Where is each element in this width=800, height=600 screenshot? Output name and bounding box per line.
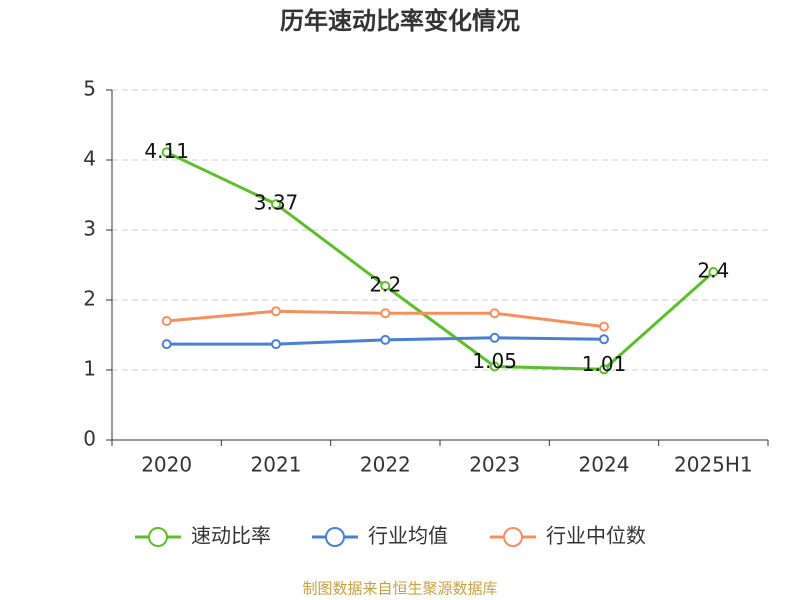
x-tick-label: 2024 bbox=[579, 453, 630, 477]
data-point bbox=[599, 321, 609, 332]
chart-title: 历年速动比率变化情况 bbox=[280, 7, 520, 35]
legend-label: 速动比率 bbox=[191, 524, 271, 548]
x-tick-label: 2021 bbox=[251, 453, 302, 477]
x-tick-label: 2023 bbox=[469, 453, 520, 477]
data-point bbox=[380, 334, 391, 345]
y-tick-label: 1 bbox=[83, 357, 96, 381]
data-label: 2.2 bbox=[369, 273, 401, 297]
y-tick-label: 5 bbox=[83, 77, 96, 101]
data-point bbox=[599, 364, 609, 375]
data-label: 1.05 bbox=[472, 349, 517, 373]
data-point bbox=[161, 339, 172, 350]
data-point bbox=[380, 281, 391, 291]
data-label: 4.11 bbox=[144, 139, 189, 163]
legend-marker bbox=[325, 527, 345, 547]
legend-label: 行业中位数 bbox=[546, 524, 646, 548]
data-point bbox=[489, 361, 500, 372]
x-tick-label: 2020 bbox=[141, 453, 192, 477]
data-point bbox=[380, 308, 391, 319]
data-label: 1.01 bbox=[582, 352, 627, 376]
data-point bbox=[489, 332, 500, 343]
data-point bbox=[271, 339, 281, 350]
y-tick-label: 2 bbox=[83, 287, 96, 311]
y-tick-label: 3 bbox=[83, 217, 96, 241]
data-point bbox=[271, 306, 281, 317]
data-point bbox=[599, 334, 609, 345]
data-point bbox=[161, 147, 172, 158]
source-note: 制图数据来自恒生聚源数据库 bbox=[302, 580, 497, 598]
x-tick-label: 2022 bbox=[360, 453, 411, 477]
data-point bbox=[708, 267, 719, 277]
data-point bbox=[489, 308, 500, 319]
data-label: 3.37 bbox=[254, 191, 299, 215]
x-tick-label: 2025H1 bbox=[674, 453, 753, 477]
legend-label: 行业均值 bbox=[368, 524, 448, 548]
legend-marker bbox=[148, 527, 168, 547]
legend-marker bbox=[503, 527, 523, 547]
data-label: 2.4 bbox=[697, 259, 729, 283]
series-line bbox=[166, 150, 715, 371]
data-point bbox=[161, 316, 172, 326]
data-point bbox=[271, 199, 281, 210]
y-tick-label: 4 bbox=[83, 147, 96, 171]
y-tick-label: 0 bbox=[83, 427, 96, 451]
